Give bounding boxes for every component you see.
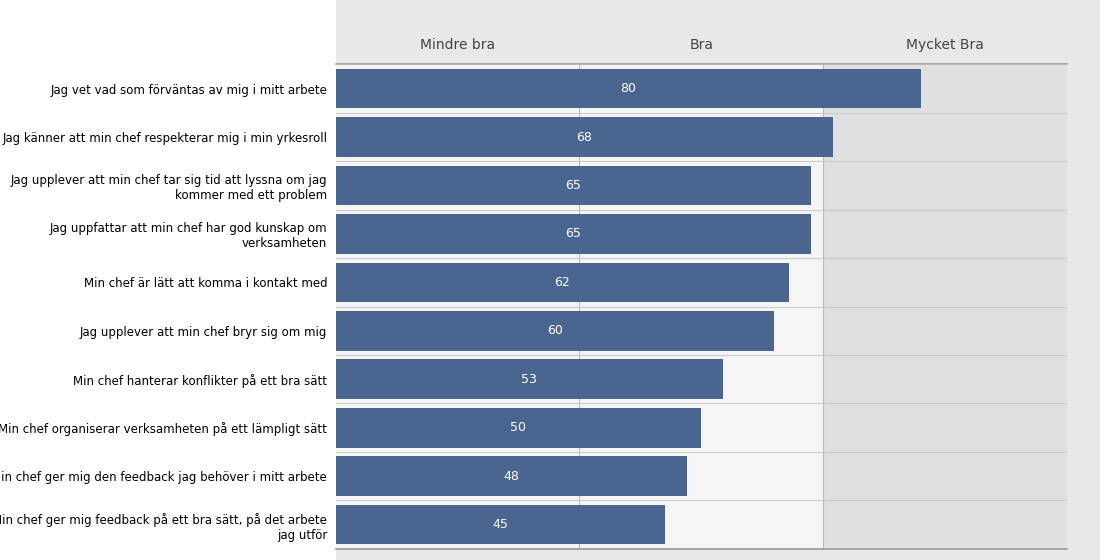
Text: Mindre bra: Mindre bra (420, 38, 495, 52)
Bar (336, 69, 921, 109)
Text: 60: 60 (547, 324, 563, 337)
Bar (336, 311, 774, 351)
Bar (336, 360, 723, 399)
Text: Mycket Bra: Mycket Bra (906, 38, 984, 52)
Bar (336, 214, 811, 254)
Text: 65: 65 (565, 179, 581, 192)
Bar (336, 166, 811, 206)
Bar (336, 117, 833, 157)
Text: 80: 80 (620, 82, 636, 95)
Text: Bra: Bra (690, 38, 713, 52)
Text: 45: 45 (492, 518, 508, 531)
Text: 53: 53 (521, 373, 537, 386)
Text: 50: 50 (510, 421, 527, 434)
Bar (336, 456, 686, 496)
Bar (336, 408, 702, 447)
Text: 62: 62 (554, 276, 570, 289)
Bar (823, 64, 1067, 549)
Bar (336, 505, 664, 544)
Text: 65: 65 (565, 227, 581, 240)
Text: 68: 68 (576, 130, 592, 143)
Text: 48: 48 (503, 470, 519, 483)
Bar (336, 263, 789, 302)
